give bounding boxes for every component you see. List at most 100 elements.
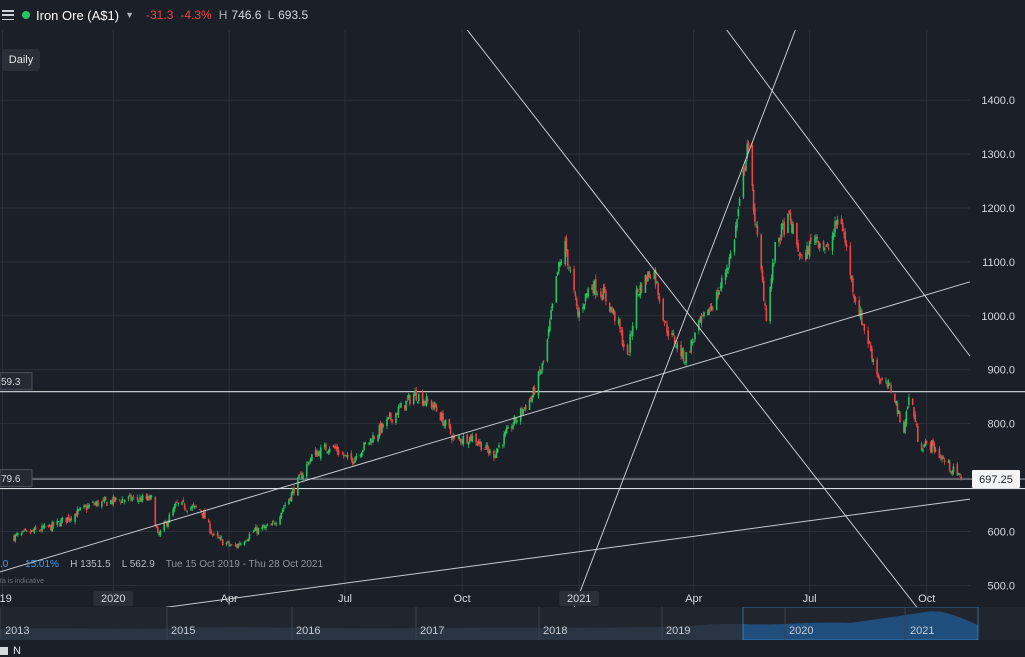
candle-body	[489, 450, 491, 453]
candle-body	[471, 435, 474, 442]
candle-body	[493, 450, 495, 459]
navigator-year: 2020	[789, 625, 814, 637]
level-label-box	[0, 469, 33, 488]
candle-body	[221, 539, 224, 546]
candle-body	[261, 526, 264, 530]
candle-body	[157, 526, 159, 534]
candle-body	[827, 248, 830, 249]
candle-body	[211, 534, 214, 536]
menu-icon[interactable]	[2, 10, 14, 20]
candle-body	[631, 326, 634, 336]
candle-body	[817, 240, 820, 248]
candle-body	[479, 441, 481, 445]
candle-body	[159, 530, 162, 536]
candle-body	[512, 425, 514, 429]
candle-body	[840, 218, 843, 225]
candle-body	[924, 441, 927, 446]
candle-body	[451, 435, 453, 441]
candle-body	[602, 288, 605, 300]
candle-body	[922, 449, 924, 452]
candle-body	[780, 223, 783, 238]
candle-body	[957, 473, 960, 475]
candle-body	[257, 528, 260, 534]
candle-body	[524, 405, 527, 410]
candle-body	[540, 371, 542, 375]
candle-body	[263, 526, 266, 528]
candle-body	[727, 267, 729, 271]
candle-body	[396, 412, 398, 416]
news-analysis-tab[interactable]: N	[0, 645, 21, 657]
candle-body	[717, 289, 719, 298]
candle-body	[519, 408, 522, 422]
candle-body	[701, 314, 704, 316]
candle-body	[468, 436, 471, 443]
candle-body	[929, 443, 932, 451]
candle-body	[782, 223, 784, 226]
candle-body	[528, 399, 531, 411]
interval-selector[interactable]: Daily	[2, 49, 40, 71]
candle-body	[653, 271, 656, 279]
candle-body	[449, 426, 452, 434]
candle-body	[426, 399, 429, 402]
candle-body	[262, 524, 265, 528]
candle-body	[309, 458, 312, 462]
candle-body	[195, 506, 197, 508]
candle-body	[373, 436, 376, 439]
y-tick-label: 1100.0	[982, 257, 1015, 269]
trendline[interactable]	[626, 30, 971, 357]
candle-body	[158, 533, 160, 536]
candle-body	[74, 513, 76, 522]
candle-body	[728, 257, 731, 266]
candle-body	[720, 277, 723, 289]
trendline[interactable]	[0, 498, 971, 607]
candle-body	[342, 454, 345, 457]
candle-body	[140, 498, 143, 502]
candle-body	[583, 304, 586, 309]
candle-body	[934, 449, 937, 451]
candle-body	[649, 276, 652, 279]
candle-body	[600, 291, 602, 297]
candle-body	[440, 413, 443, 420]
candle-body	[350, 453, 353, 460]
candle-body	[289, 497, 292, 501]
candle-body	[280, 512, 283, 518]
trendline[interactable]	[0, 281, 971, 573]
trendline[interactable]	[564, 30, 849, 607]
instrument-name[interactable]: Iron Ore (A$1)	[36, 7, 120, 23]
candle-body	[466, 434, 468, 444]
candle-body	[400, 403, 402, 408]
candle-body	[270, 524, 272, 526]
candle-body	[120, 501, 122, 503]
price-chart[interactable]: 500.0600.0700.0800.0900.01000.01100.0120…	[0, 30, 1025, 607]
candle-body	[779, 238, 782, 240]
candle-body	[104, 496, 107, 501]
candle-body	[626, 344, 629, 354]
stats-pct-change: 15.01%	[25, 559, 59, 570]
candle-body	[586, 293, 588, 297]
candle-body	[636, 288, 639, 293]
candle-body	[470, 434, 472, 441]
candle-body	[876, 359, 878, 375]
candle-body	[762, 280, 765, 301]
candle-body	[319, 447, 322, 459]
candle-body	[279, 516, 281, 525]
trendline[interactable]	[396, 30, 929, 607]
candle-body	[298, 474, 300, 478]
low-value: 693.5	[278, 8, 309, 22]
chevron-down-icon[interactable]: ▼	[125, 10, 135, 20]
x-tick-bg	[559, 591, 600, 606]
range-navigator[interactable]	[0, 607, 1025, 640]
candle-body	[943, 460, 946, 463]
candle-body	[50, 525, 52, 531]
candle-body	[726, 268, 728, 274]
candle-body	[774, 242, 777, 261]
candle-body	[293, 487, 295, 494]
candle-body	[742, 169, 745, 198]
candle-body	[185, 509, 187, 511]
candle-body	[905, 411, 908, 425]
candle-body	[614, 311, 616, 321]
candle-body	[690, 340, 693, 352]
candle-body	[751, 145, 754, 187]
candle-body	[145, 495, 148, 499]
candle-body	[559, 261, 561, 266]
